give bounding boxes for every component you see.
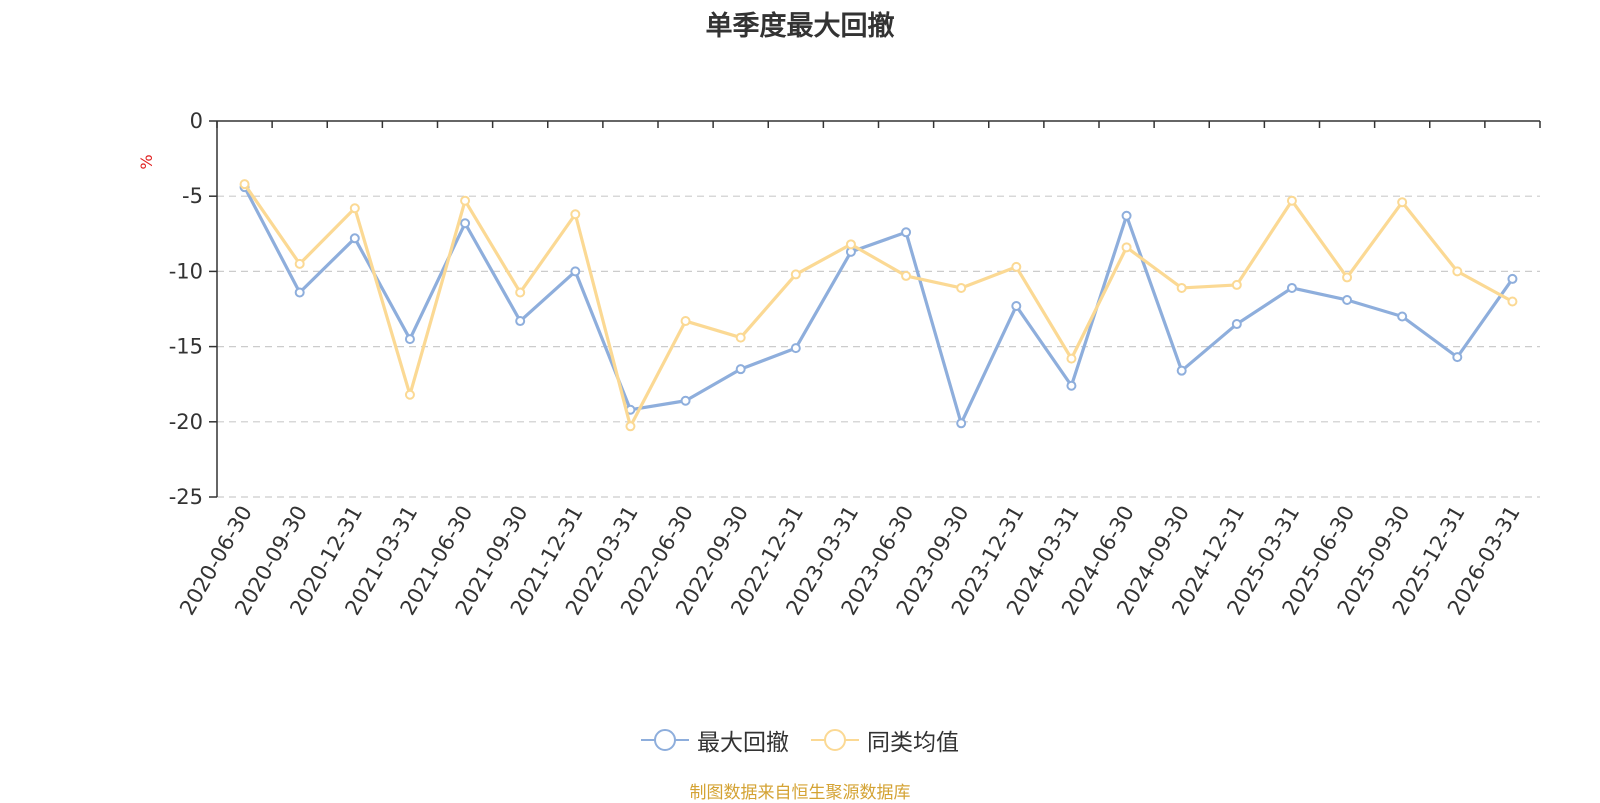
y-tick-label: -10 <box>169 259 203 283</box>
data-point <box>790 343 801 354</box>
source-note: 制图数据来自恒生聚源数据库 <box>689 783 911 803</box>
data-point <box>1231 279 1242 290</box>
series-drawdown <box>239 182 1518 429</box>
data-point <box>515 316 526 327</box>
legend-item-peer-average[interactable]: 同类均值 <box>811 723 959 757</box>
data-point <box>349 203 360 214</box>
data-point <box>901 227 912 238</box>
y-tick-label: -20 <box>169 410 203 434</box>
data-point <box>680 316 691 327</box>
data-point <box>956 418 967 429</box>
data-point <box>1011 261 1022 272</box>
y-tick-label: 0 <box>190 109 203 133</box>
data-point <box>1066 380 1077 391</box>
series-line <box>242 182 1515 428</box>
data-point <box>404 389 415 400</box>
data-point <box>294 287 305 298</box>
data-point <box>901 270 912 281</box>
data-point <box>790 269 801 280</box>
legend-swatch-drawdown <box>641 729 689 751</box>
data-point <box>1342 272 1353 283</box>
data-point <box>570 266 581 277</box>
data-point <box>1066 353 1077 364</box>
data-point <box>1507 273 1518 284</box>
data-point <box>680 395 691 406</box>
y-tick-label: -15 <box>169 335 203 359</box>
data-point <box>1452 352 1463 363</box>
data-point <box>735 332 746 343</box>
data-point <box>1397 311 1408 322</box>
data-point <box>1176 282 1187 293</box>
data-point <box>239 179 250 190</box>
data-point <box>1342 294 1353 305</box>
legend-label-drawdown: 最大回撤 <box>697 730 789 756</box>
data-point <box>1176 365 1187 376</box>
data-point <box>1121 210 1132 221</box>
y-tick-label: -25 <box>169 485 203 509</box>
legend: 最大回撤 同类均值 <box>0 722 1600 758</box>
data-point <box>1507 296 1518 307</box>
series-peer-average <box>239 179 1518 432</box>
data-point <box>1452 266 1463 277</box>
y-axis-unit-label: % <box>137 154 156 169</box>
data-point <box>1397 197 1408 208</box>
data-point <box>1011 300 1022 311</box>
y-tick-label: -5 <box>182 184 203 208</box>
data-point <box>1121 242 1132 253</box>
data-point <box>735 364 746 375</box>
data-point <box>1286 195 1297 206</box>
data-point <box>460 218 471 229</box>
data-point <box>956 282 967 293</box>
legend-label-peer-average: 同类均值 <box>867 730 959 756</box>
legend-swatch-peer-average <box>811 729 859 751</box>
data-point <box>460 195 471 206</box>
data-point <box>1286 282 1297 293</box>
data-point <box>349 233 360 244</box>
chart-title: 单季度最大回撤 <box>705 11 895 42</box>
data-point <box>1231 319 1242 330</box>
data-point <box>570 209 581 220</box>
data-point <box>625 421 636 432</box>
data-point <box>294 258 305 269</box>
legend-item-drawdown[interactable]: 最大回撤 <box>641 723 789 757</box>
data-point <box>515 287 526 298</box>
data-point <box>845 239 856 250</box>
data-point <box>404 334 415 345</box>
series-line <box>242 185 1515 425</box>
